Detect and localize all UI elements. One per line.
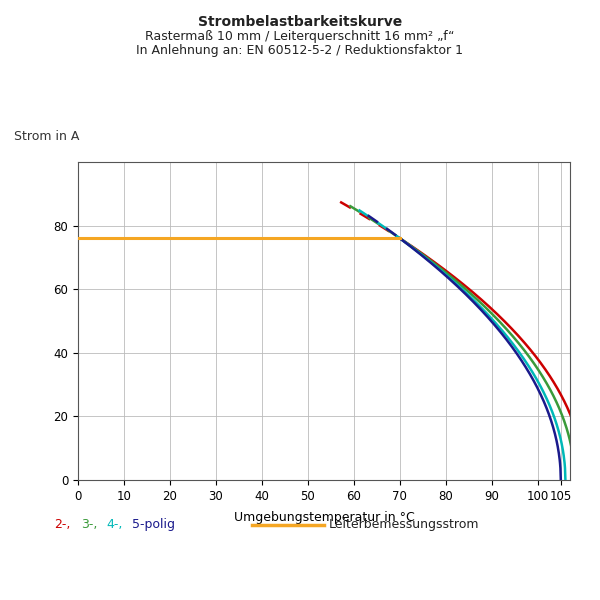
Text: Leiterbemessungsstrom: Leiterbemessungsstrom bbox=[329, 518, 479, 531]
Text: 4-,: 4-, bbox=[107, 518, 123, 531]
Text: 2-,: 2-, bbox=[54, 518, 70, 531]
Text: 3-,: 3-, bbox=[81, 518, 97, 531]
Text: In Anlehnung an: EN 60512-5-2 / Reduktionsfaktor 1: In Anlehnung an: EN 60512-5-2 / Reduktio… bbox=[137, 44, 464, 57]
X-axis label: Umgebungstemperatur in °C: Umgebungstemperatur in °C bbox=[233, 511, 415, 524]
Text: Rastermaß 10 mm / Leiterquerschnitt 16 mm² „f“: Rastermaß 10 mm / Leiterquerschnitt 16 m… bbox=[145, 30, 455, 43]
Text: Strom in A: Strom in A bbox=[14, 130, 79, 143]
Text: Strombelastbarkeitskurve: Strombelastbarkeitskurve bbox=[198, 15, 402, 29]
Text: 5-polig: 5-polig bbox=[132, 518, 175, 531]
